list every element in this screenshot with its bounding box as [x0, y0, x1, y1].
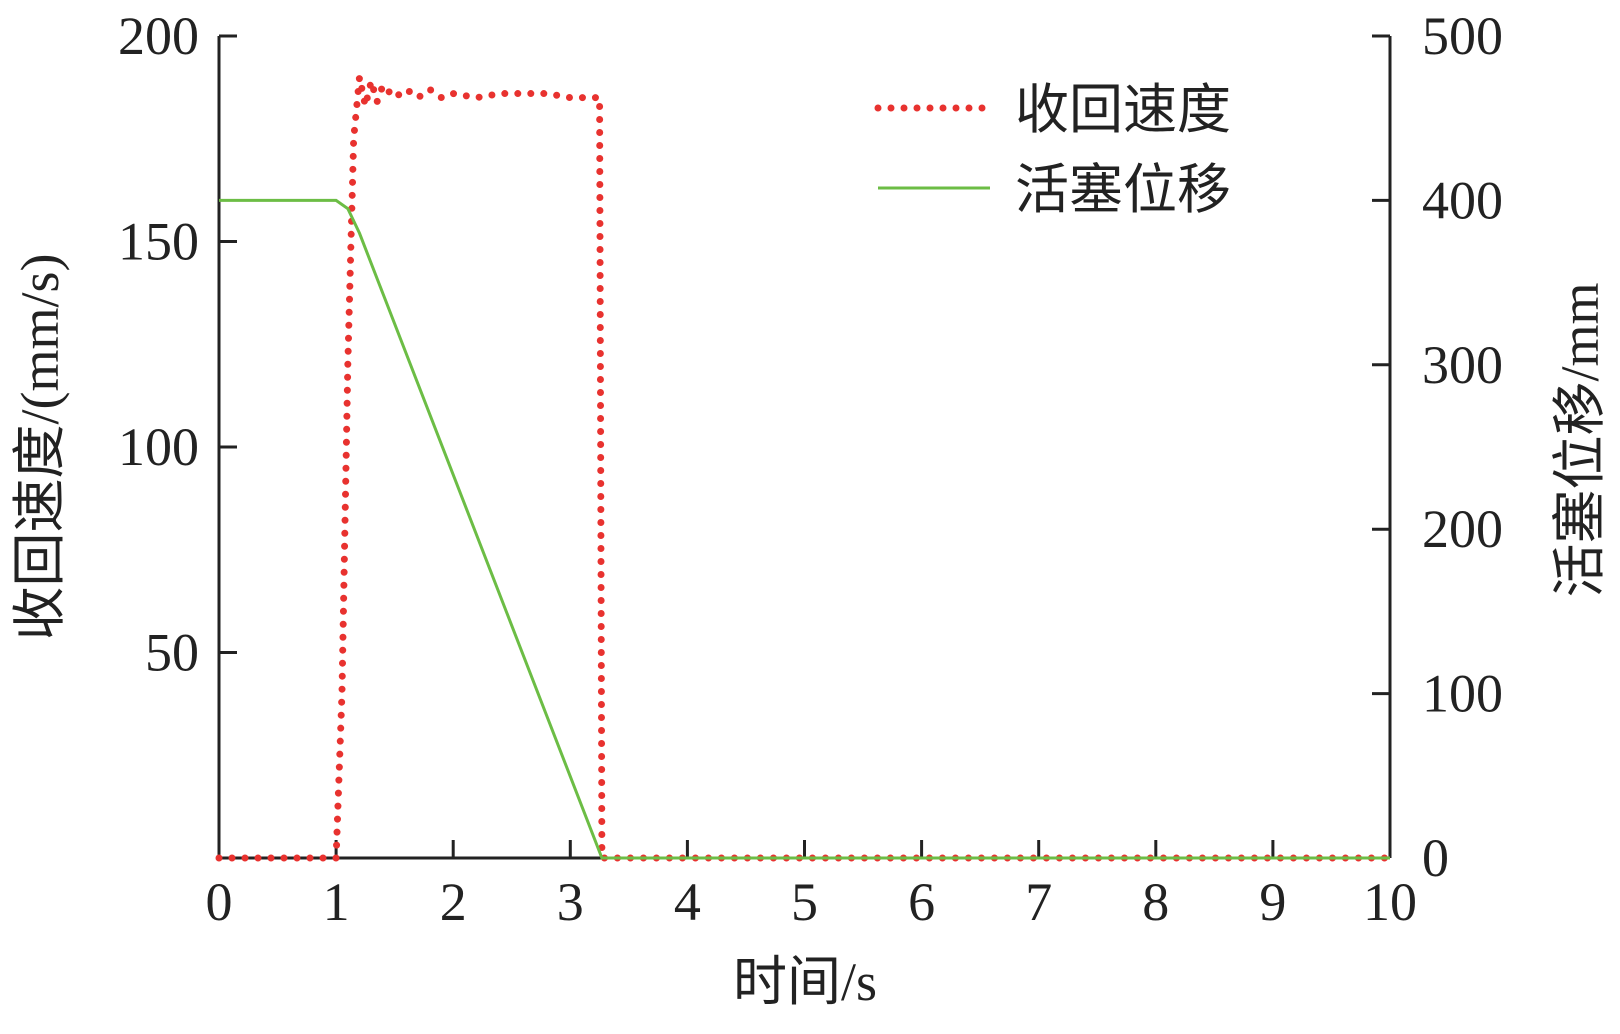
series-line	[215, 67, 1394, 862]
y2-tick-label: 500	[1422, 6, 1503, 66]
legend-label: 收回速度	[1015, 80, 1231, 140]
x-tick-label: 8	[1142, 872, 1169, 932]
y2-tick-label: 100	[1422, 664, 1503, 724]
x-tick-label: 5	[791, 872, 818, 932]
x-tick-label: 2	[440, 872, 467, 932]
y-tick-label: 100	[118, 417, 199, 477]
y2-tick-label: 400	[1422, 170, 1503, 230]
x-tick-label: 10	[1363, 872, 1417, 932]
series-line	[219, 198, 1390, 860]
y2-axis-label: 活塞位移/mm	[1550, 282, 1610, 597]
y-tick-label: 200	[118, 6, 199, 66]
x-tick-label: 4	[674, 872, 701, 932]
y-tick-label: 150	[118, 212, 199, 272]
y2-tick-label: 200	[1422, 499, 1503, 559]
x-tick-label: 7	[1025, 872, 1052, 932]
y-tick-label: 50	[145, 623, 199, 683]
x-tick-label: 6	[908, 872, 935, 932]
y2-tick-label: 300	[1422, 335, 1503, 395]
y-axis-label: 收回速度/(mm/s)	[10, 254, 70, 641]
x-tick-label: 1	[323, 872, 350, 932]
x-axis-label: 时间/s	[733, 952, 877, 1012]
x-tick-label: 3	[557, 872, 584, 932]
legend-label: 活塞位移	[1015, 160, 1231, 220]
y2-tick-label: 0	[1422, 828, 1449, 888]
x-tick-label: 0	[206, 872, 233, 932]
x-tick-label: 9	[1259, 872, 1286, 932]
